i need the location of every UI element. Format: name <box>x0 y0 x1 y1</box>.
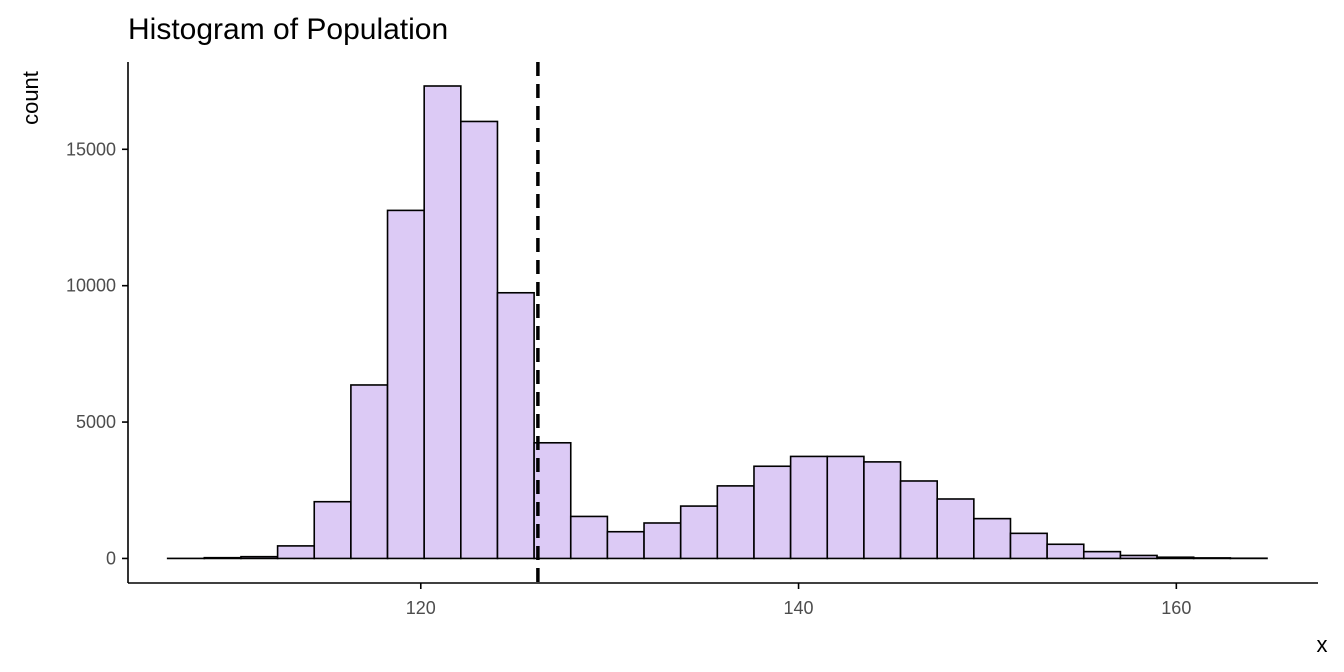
histogram-bar <box>1009 532 1048 560</box>
y-tick-label: 15000 <box>66 139 116 159</box>
histogram-bar <box>789 455 829 560</box>
chart-title: Histogram of Population <box>128 13 448 46</box>
histogram-bar <box>1119 554 1158 560</box>
histogram-bar <box>1046 543 1085 560</box>
histogram-bar <box>496 291 535 560</box>
plot-area: 0 5000 10000 15000 120 140 160 <box>66 62 1318 618</box>
y-tick-label: 5000 <box>76 412 116 432</box>
histogram-bar <box>863 461 902 560</box>
x-axis-title: x <box>1317 632 1328 657</box>
y-axis-title: count <box>18 71 43 125</box>
histogram-bar <box>276 545 316 560</box>
histogram-bar <box>240 555 279 560</box>
histogram-bar <box>679 505 719 560</box>
x-tick-label: 120 <box>406 598 436 618</box>
histogram-bar <box>643 522 682 560</box>
histogram-bar <box>533 441 572 560</box>
y-tick-label: 10000 <box>66 276 116 296</box>
histogram-bar <box>973 517 1012 560</box>
histogram-bar <box>826 455 865 560</box>
histogram-bar <box>313 500 352 560</box>
histogram-bar <box>1192 557 1232 560</box>
histogram-bar <box>899 480 938 560</box>
histogram-bar <box>1082 550 1122 560</box>
histogram-bar <box>350 384 389 560</box>
histogram-bar <box>569 515 609 560</box>
histogram-bar <box>606 530 645 560</box>
x-tick-label: 160 <box>1161 598 1191 618</box>
histogram-bar <box>460 120 499 560</box>
histogram-bar <box>936 498 975 560</box>
y-tick-label: 0 <box>106 548 116 568</box>
histogram-bar <box>203 556 242 560</box>
histogram-bar <box>1156 556 1195 560</box>
histogram-bar <box>386 209 425 560</box>
histogram-bar <box>716 485 755 560</box>
histogram-bar <box>753 465 792 560</box>
x-tick-label: 140 <box>784 598 814 618</box>
histogram-bar <box>423 85 462 560</box>
